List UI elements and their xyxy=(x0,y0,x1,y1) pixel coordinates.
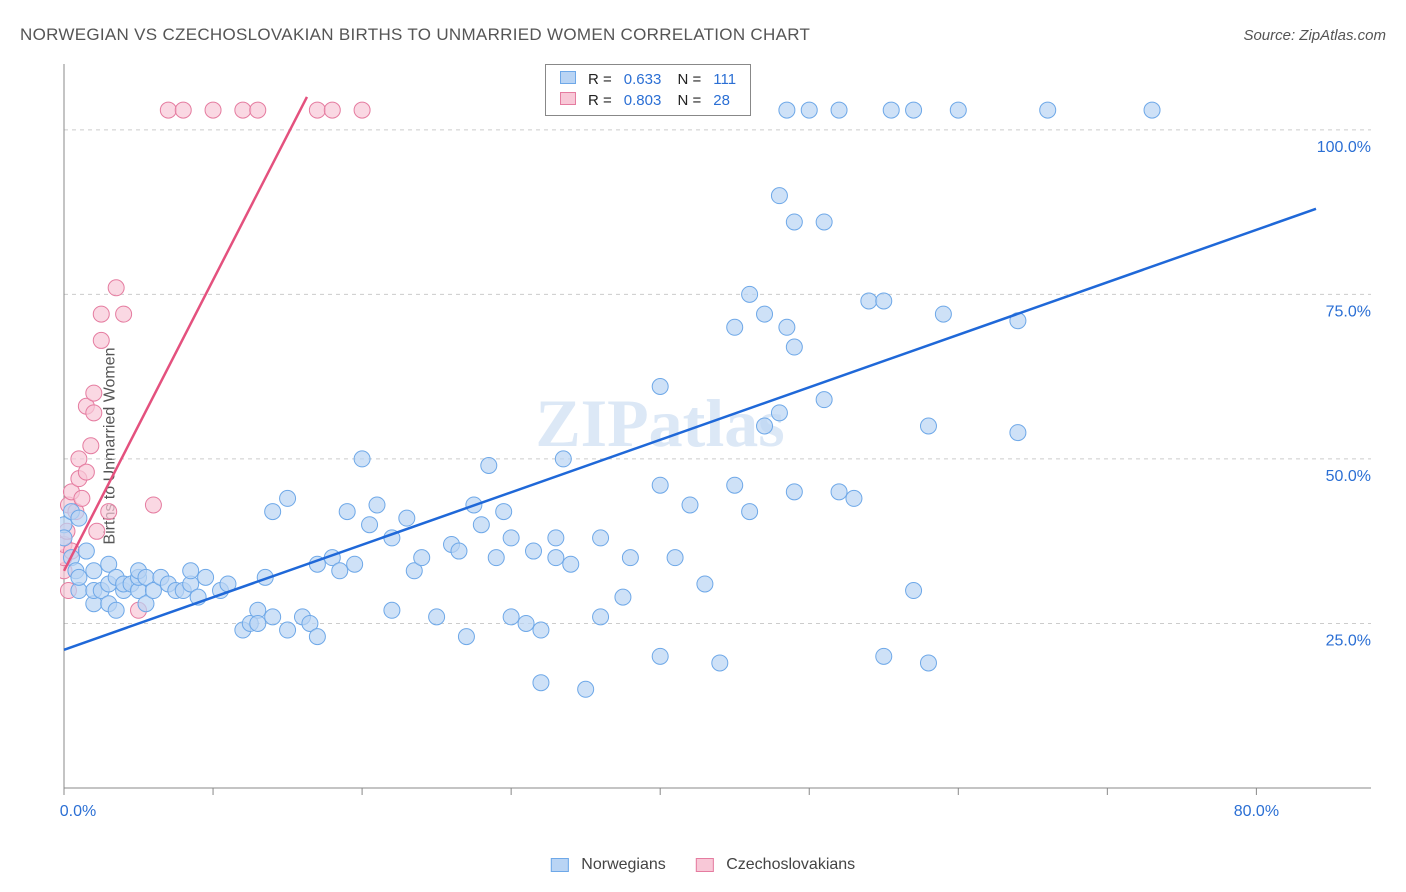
svg-text:50.0%: 50.0% xyxy=(1326,468,1371,485)
svg-text:75.0%: 75.0% xyxy=(1326,303,1371,320)
svg-text:0.0%: 0.0% xyxy=(60,803,96,820)
svg-text:ZIPatlas: ZIPatlas xyxy=(535,385,784,461)
swatch-norwegians-icon xyxy=(551,858,569,872)
source-label: Source: ZipAtlas.com xyxy=(1243,27,1386,44)
r-value-czechoslovakians: 0.803 xyxy=(618,90,668,111)
svg-text:100.0%: 100.0% xyxy=(1317,139,1371,156)
r-value-norwegians: 0.633 xyxy=(618,69,668,90)
svg-text:80.0%: 80.0% xyxy=(1234,803,1279,820)
n-value-czechoslovakians: 28 xyxy=(707,90,742,111)
stats-row-norwegians: R = 0.633 N = 111 xyxy=(554,69,742,90)
n-value-norwegians: 111 xyxy=(707,69,742,90)
chart-title: NORWEGIAN VS CZECHOSLOVAKIAN BIRTHS TO U… xyxy=(20,25,810,45)
svg-text:25.0%: 25.0% xyxy=(1326,632,1371,649)
legend-label-norwegians: Norwegians xyxy=(581,856,665,873)
stats-legend: R = 0.633 N = 111 R = 0.803 N = 28 xyxy=(545,64,751,116)
stats-row-czechoslovakians: R = 0.803 N = 28 xyxy=(554,90,742,111)
bottom-legend: Norwegians Czechoslovakians xyxy=(551,856,855,874)
swatch-norwegians-icon xyxy=(560,71,576,84)
scatter-chart: ZIPatlas 25.0% 50.0% 75.0% 100.0% 0.0% 80.0% xyxy=(60,58,1386,828)
swatch-czechoslovakians-icon xyxy=(696,858,714,872)
legend-item-norwegians: Norwegians xyxy=(551,856,666,874)
swatch-czechoslovakians-icon xyxy=(560,92,576,105)
legend-item-czechoslovakians: Czechoslovakians xyxy=(696,856,855,874)
legend-label-czechoslovakians: Czechoslovakians xyxy=(726,856,855,873)
